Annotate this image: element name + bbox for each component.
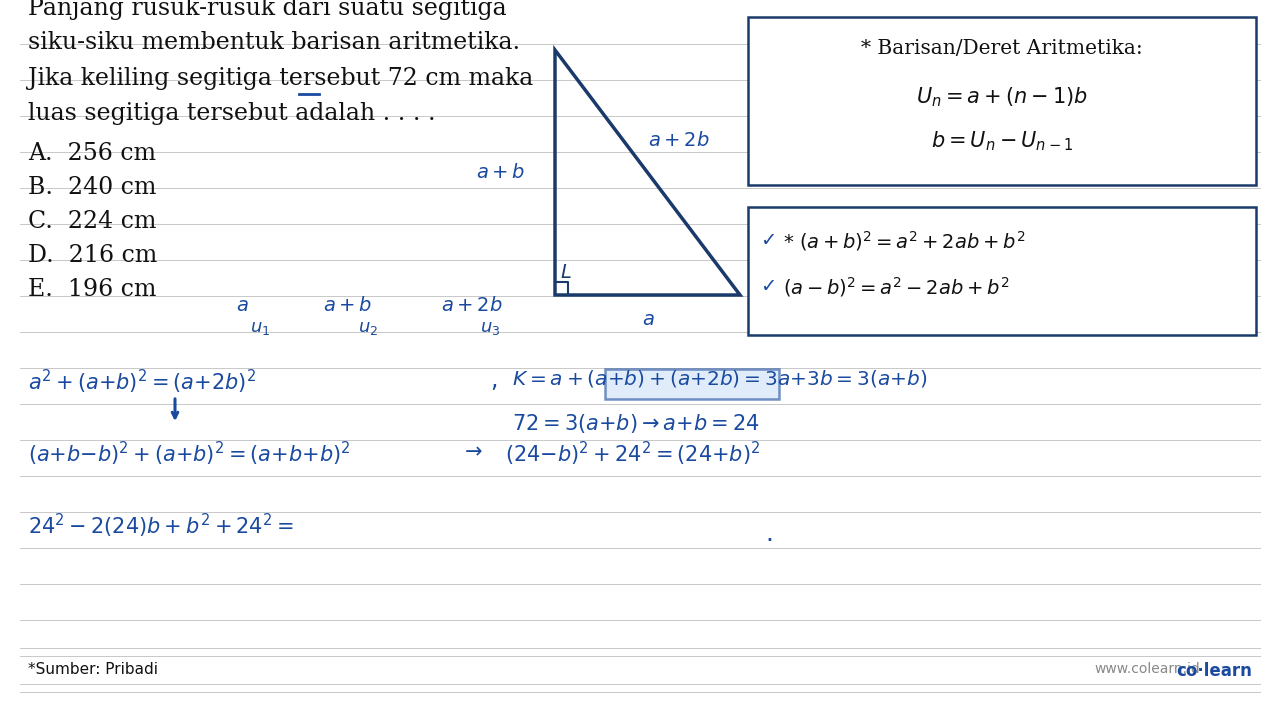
Text: $\rightarrow$: $\rightarrow$ — [460, 440, 483, 460]
Text: $,$: $,$ — [490, 368, 497, 392]
Text: $72 = 3(a{+}b) \rightarrow a{+}b = 24$: $72 = 3(a{+}b) \rightarrow a{+}b = 24$ — [512, 412, 759, 435]
Text: $u_3$: $u_3$ — [480, 319, 500, 337]
Text: $u_2$: $u_2$ — [358, 319, 378, 337]
Text: *Sumber: Pribadi: *Sumber: Pribadi — [28, 662, 157, 677]
Text: Panjang rusuk-rusuk dari suatu segitiga: Panjang rusuk-rusuk dari suatu segitiga — [28, 0, 507, 20]
FancyBboxPatch shape — [605, 369, 780, 399]
Text: C.  224 cm: C. 224 cm — [28, 210, 156, 233]
Text: siku-siku membentuk barisan aritmetika.: siku-siku membentuk barisan aritmetika. — [28, 31, 520, 54]
Bar — [748, 17, 1256, 185]
Bar — [748, 207, 1256, 335]
Text: $(a{+}b{-}b)^2 + (a{+}b)^2 = (a{+}b{+}b)^2$: $(a{+}b{-}b)^2 + (a{+}b)^2 = (a{+}b{+}b)… — [28, 440, 351, 468]
Text: $\checkmark$: $\checkmark$ — [760, 229, 774, 248]
Text: $u_1$: $u_1$ — [250, 319, 270, 337]
Text: E.  196 cm: E. 196 cm — [28, 278, 156, 301]
Text: $(24{-}b)^2 + 24^2 = (24{+}b)^2$: $(24{-}b)^2 + 24^2 = (24{+}b)^2$ — [506, 440, 760, 468]
Text: $(a - b)^2 = a^2 - 2ab + b^2$: $(a - b)^2 = a^2 - 2ab + b^2$ — [783, 275, 1010, 299]
Text: $a^2 + (a{+}b)^2 = (a{+}2b)^2$: $a^2 + (a{+}b)^2 = (a{+}2b)^2$ — [28, 368, 256, 396]
Text: co·learn: co·learn — [1176, 662, 1252, 680]
Text: $K = a + (a{+}b) + (a{+}2b) = 3a{+}3b = 3(a{+}b)$: $K = a + (a{+}b) + (a{+}2b) = 3a{+}3b = … — [512, 368, 928, 389]
Text: luas segitiga tersebut adalah . . . .: luas segitiga tersebut adalah . . . . — [28, 102, 435, 125]
Text: $a+b$: $a+b$ — [324, 296, 372, 315]
Text: B.  240 cm: B. 240 cm — [28, 176, 156, 199]
Text: $a+2b$: $a+2b$ — [648, 131, 709, 150]
Text: $b = U_n - U_{n-1}$: $b = U_n - U_{n-1}$ — [931, 129, 1073, 153]
Text: * Barisan/Deret Aritmetika:: * Barisan/Deret Aritmetika: — [861, 39, 1143, 58]
Text: Jika keliling segitiga tersebut 72 cm maka: Jika keliling segitiga tersebut 72 cm ma… — [28, 67, 534, 90]
Text: $a+2b$: $a+2b$ — [442, 296, 503, 315]
Text: $\boldsymbol{.}$: $\boldsymbol{.}$ — [765, 522, 772, 546]
Text: $U_n = a + (n-1)b$: $U_n = a + (n-1)b$ — [916, 85, 1088, 109]
Text: A.  256 cm: A. 256 cm — [28, 142, 156, 165]
Text: $\checkmark$: $\checkmark$ — [760, 275, 774, 294]
Text: $24^2 - 2(24)b + b^2 + 24^2 = $: $24^2 - 2(24)b + b^2 + 24^2 = $ — [28, 512, 293, 540]
Text: www.colearn.id: www.colearn.id — [1094, 662, 1201, 676]
Text: $L$: $L$ — [561, 263, 572, 282]
Text: $a$: $a$ — [236, 296, 248, 315]
Text: $a+b$: $a+b$ — [476, 163, 525, 181]
Text: D.  216 cm: D. 216 cm — [28, 244, 157, 267]
Text: $a$: $a$ — [641, 310, 654, 329]
Text: $* \ (a + b)^2 = a^2 + 2ab + b^2$: $* \ (a + b)^2 = a^2 + 2ab + b^2$ — [783, 229, 1025, 253]
